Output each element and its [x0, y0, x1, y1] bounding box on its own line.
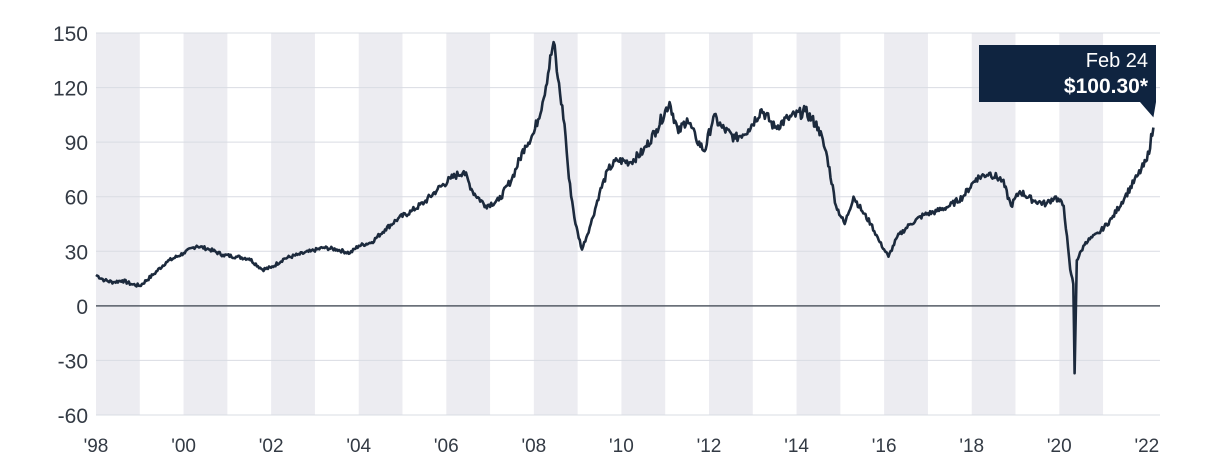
x-tick-label: '16: [872, 436, 897, 457]
year-band: [709, 33, 753, 415]
x-tick-label: '12: [697, 436, 722, 457]
x-tick-label: '00: [171, 436, 196, 457]
y-tick-label: 0: [76, 296, 88, 319]
year-band: [183, 33, 228, 415]
x-tick-label: '06: [434, 436, 459, 457]
y-axis-ticks: 150 120 90 60 30 0 -30 -60: [53, 23, 88, 428]
year-band: [96, 33, 140, 415]
x-tick-label: '98: [84, 436, 109, 457]
y-tick-label: -30: [58, 350, 88, 373]
x-tick-label: '22: [1134, 436, 1159, 457]
x-tick-label: '20: [1047, 436, 1072, 457]
y-tick-label: 120: [53, 78, 88, 101]
y-tick-label: -60: [58, 405, 88, 428]
year-bands: [96, 33, 1104, 415]
x-tick-label: '04: [346, 436, 371, 457]
callout-date-label: Feb 24: [1086, 50, 1148, 72]
x-axis-ticks: '98 '00 '02 '04 '06 '08 '10 '12 '14 '16 '18 '20 '22: [84, 436, 1160, 457]
x-tick-label: '02: [259, 436, 284, 457]
year-band: [533, 33, 578, 415]
callout-pointer: [1140, 102, 1156, 118]
callout-value-label: $100.30*: [1064, 75, 1149, 98]
year-band: [271, 33, 315, 415]
x-tick-label: '18: [959, 436, 984, 457]
year-band: [446, 33, 491, 415]
x-tick-label: '14: [784, 436, 809, 457]
x-tick-label: '08: [521, 436, 546, 457]
year-band: [796, 33, 841, 415]
y-tick-label: 150: [53, 23, 88, 46]
year-band: [621, 33, 666, 415]
year-band: [884, 33, 928, 415]
series-line: [95, 40, 1155, 375]
x-tick-label: '10: [609, 436, 634, 457]
y-tick-label: 90: [65, 132, 88, 155]
gridlines: [96, 32, 1160, 416]
year-band: [358, 33, 403, 415]
y-tick-label: 60: [65, 187, 88, 210]
y-tick-label: 30: [65, 241, 88, 264]
callout-box: [979, 45, 1156, 102]
price-callout: Feb 24 $100.30*: [979, 45, 1156, 118]
